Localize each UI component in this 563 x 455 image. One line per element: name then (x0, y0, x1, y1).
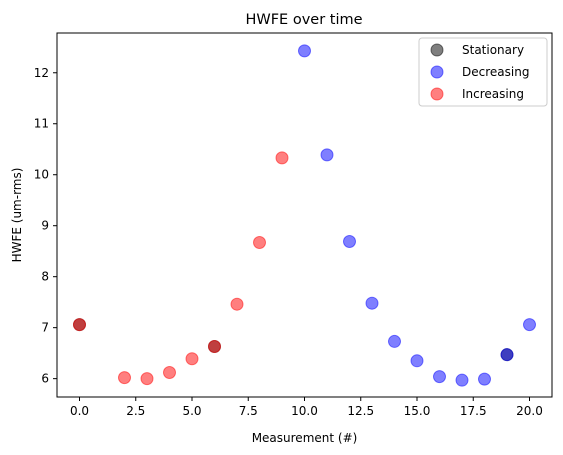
y-tick-label: 6 (41, 372, 49, 386)
x-tick-label: 2.5 (126, 404, 145, 418)
point-increasing-4 (185, 352, 199, 366)
y-tick-label: 7 (41, 321, 49, 335)
legend-label-increasing: Increasing (462, 87, 524, 101)
point-decreasing-0 (298, 44, 311, 58)
x-tick-label: 7.5 (239, 404, 258, 418)
legend-label-decreasing: Decreasing (462, 65, 529, 79)
x-tick-label: 0.0 (70, 404, 89, 418)
x-axis: 0.0 2.5 5.0 7.5 10.0 12.5 15.0 17.5 20.0 (70, 397, 543, 418)
legend-label-stationary: Stationary (462, 43, 524, 57)
point-increasing-2 (140, 372, 154, 386)
x-tick-label: 5.0 (182, 404, 201, 418)
point-increasing-8 (275, 151, 289, 165)
point-decreasing-9 (500, 348, 514, 362)
chart-title: HWFE over time (245, 12, 362, 28)
x-tick-label: 17.5 (460, 404, 487, 418)
point-increasing-7 (253, 236, 266, 250)
x-tick-label: 10.0 (291, 404, 318, 418)
point-decreasing-4 (388, 334, 401, 348)
point-decreasing-6 (433, 370, 446, 384)
points-layer (73, 44, 536, 387)
x-tick-label: 15.0 (404, 404, 431, 418)
y-tick-label: 8 (41, 270, 49, 284)
y-axis-label: HWFE (um-rms) (10, 168, 24, 263)
point-decreasing-10 (523, 318, 536, 332)
legend-marker-decreasing (430, 65, 444, 79)
point-decreasing-2 (343, 235, 356, 249)
point-increasing-5 (208, 340, 221, 354)
point-decreasing-8 (478, 372, 491, 386)
point-increasing-3 (163, 366, 176, 380)
y-axis: 6 7 8 9 10 11 12 (34, 66, 57, 386)
legend-frame (418, 37, 548, 107)
x-axis-label: Measurement (#) (252, 431, 358, 445)
point-increasing-1 (118, 371, 131, 385)
legend: Stationary Decreasing Increasing (418, 37, 548, 107)
y-tick-label: 10 (34, 168, 49, 182)
point-decreasing-1 (320, 148, 334, 162)
y-tick-label: 11 (34, 117, 49, 131)
y-tick-label: 12 (34, 66, 49, 80)
point-decreasing-7 (455, 373, 469, 387)
series-decreasing (298, 44, 536, 387)
y-tick-label: 9 (41, 219, 49, 233)
x-tick-label: 12.5 (347, 404, 374, 418)
legend-marker-stationary (430, 43, 444, 57)
point-decreasing-5 (410, 354, 424, 368)
legend-marker-increasing (430, 87, 444, 101)
point-increasing-6 (230, 297, 244, 311)
x-tick-label: 20.0 (516, 404, 543, 418)
series-stationary (73, 318, 514, 362)
point-decreasing-3 (365, 296, 379, 310)
series-increasing (73, 151, 289, 386)
point-increasing-0 (73, 318, 86, 332)
